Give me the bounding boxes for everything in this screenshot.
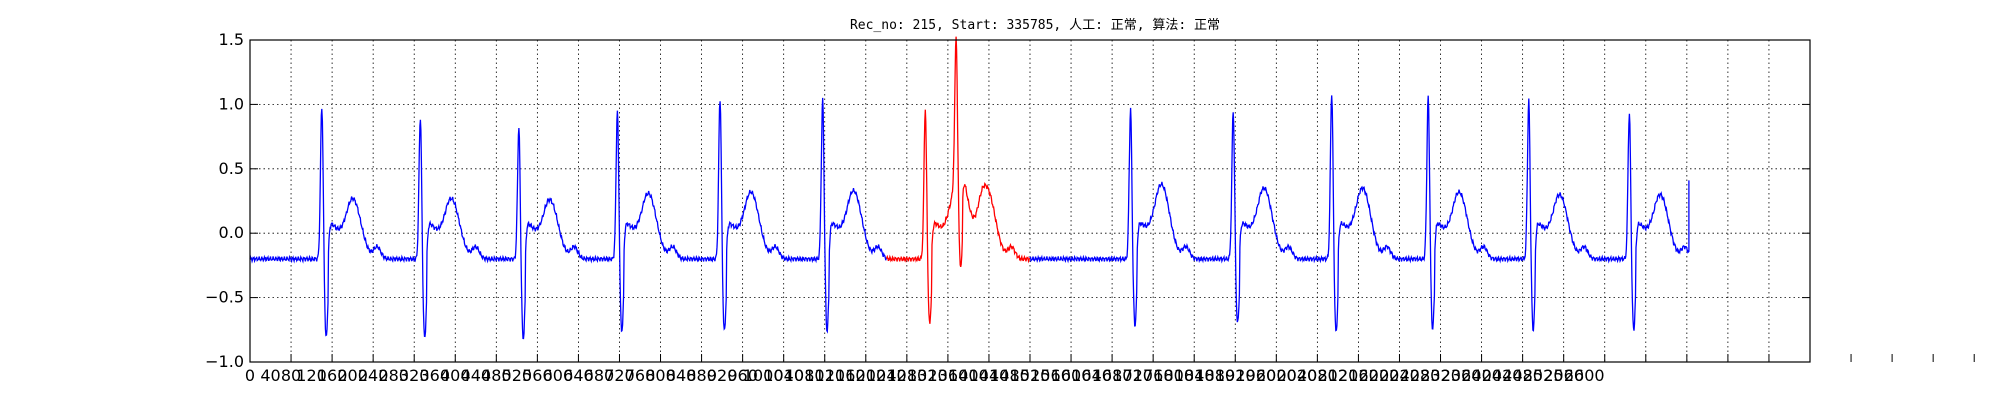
x-tick-label: 1360 <box>928 366 969 385</box>
x-axis-ticks: 0 40 8012016020024028032036040044048052056… <box>245 354 1975 385</box>
x-tick-label: 2120 <box>1318 366 1359 385</box>
x-tick-label: 1720 <box>1112 366 1153 385</box>
x-tick-label: 1960 <box>1235 366 1276 385</box>
x-tick-label: 240 <box>358 366 389 385</box>
x-tick-label: 1520 <box>1010 366 1051 385</box>
x-tick-label: 2200 <box>1359 366 1400 385</box>
x-tick-label: 360 <box>419 366 450 385</box>
x-tick-label: 680 <box>584 366 615 385</box>
x-tick-label: 200 <box>337 366 368 385</box>
x-tick-label: 2240 <box>1379 366 1420 385</box>
x-tick-label: 1600 <box>1051 366 1092 385</box>
y-tick-label: 1.0 <box>219 94 244 113</box>
x-tick-label: 920 <box>707 366 738 385</box>
x-tick-label: 760 <box>625 366 656 385</box>
x-tick-label: 0 <box>245 366 255 385</box>
x-tick-label: 1080 <box>784 366 825 385</box>
x-tick-label: 1760 <box>1133 366 1174 385</box>
x-tick-label: 2600 <box>1564 366 1605 385</box>
x-tick-label: 2080 <box>1297 366 1338 385</box>
x-tick-label: 1200 <box>845 366 886 385</box>
x-tick-label: 1160 <box>825 366 866 385</box>
x-tick-label: 1040 <box>763 366 804 385</box>
x-tick-label: 1280 <box>886 366 927 385</box>
x-tick-label: 400 <box>440 366 471 385</box>
y-tick-label: −1.0 <box>205 352 244 371</box>
x-tick-label: 1240 <box>866 366 907 385</box>
y-tick-label: 0.5 <box>219 159 244 178</box>
x-tick-label: 1680 <box>1092 366 1133 385</box>
ecg-trace-blue-1 <box>249 97 887 340</box>
x-tick-label: 1840 <box>1174 366 1215 385</box>
x-tick-label: 2440 <box>1482 366 1523 385</box>
grid-lines <box>249 39 1811 363</box>
x-tick-label: 2520 <box>1523 366 1564 385</box>
x-tick-label: 440 <box>461 366 492 385</box>
x-tick-label: 120 <box>296 366 327 385</box>
x-tick-label: 640 <box>563 366 594 385</box>
y-tick-label: −0.5 <box>205 288 244 307</box>
x-tick-label: 2360 <box>1441 366 1482 385</box>
x-tick-label: 2160 <box>1338 366 1379 385</box>
y-tick-label: 1.5 <box>219 30 244 49</box>
x-tick-label: 2320 <box>1420 366 1461 385</box>
chart-title: Rec_no: 215, Start: 335785, 人工: 正常, 算法: … <box>850 18 1220 33</box>
x-tick-label: 1640 <box>1071 366 1112 385</box>
x-tick-label: 1320 <box>907 366 948 385</box>
x-tick-label: 840 <box>666 366 697 385</box>
x-tick-label: 320 <box>399 366 430 385</box>
x-tick-label: 2040 <box>1276 366 1317 385</box>
x-tick-label: 520 <box>502 366 533 385</box>
x-tick-label: 720 <box>604 366 635 385</box>
x-tick-label: 960 <box>727 366 758 385</box>
plot-frame <box>249 39 1811 363</box>
x-tick-label: 480 <box>481 366 512 385</box>
x-tick-label: 1880 <box>1194 366 1235 385</box>
x-tick-label: 560 <box>522 366 553 385</box>
x-tick-label: 1440 <box>969 366 1010 385</box>
y-tick-label: 0.0 <box>219 223 244 242</box>
x-tick-label: 600 <box>543 366 574 385</box>
x-tick-label: 40 <box>260 366 280 385</box>
ecg-trace-blue-2 <box>1029 95 1690 332</box>
x-tick-label: 160 <box>317 366 348 385</box>
x-tick-label: 1120 <box>804 366 845 385</box>
x-tick-label: 2280 <box>1400 366 1441 385</box>
y-axis-ticks: 1.5 1.0 0.5 0.0 −0.5 −1.0 <box>205 30 1810 371</box>
x-tick-label: 2000 <box>1256 366 1297 385</box>
ecg-trace-red <box>885 36 1031 324</box>
x-tick-label: 2560 <box>1543 366 1584 385</box>
x-tick-label: 880 <box>686 366 717 385</box>
x-tick-label: 1560 <box>1030 366 1071 385</box>
x-tick-label: 1000 <box>743 366 784 385</box>
x-tick-label: 1800 <box>1153 366 1194 385</box>
ecg-traces <box>249 36 1690 340</box>
x-tick-label: 800 <box>645 366 676 385</box>
x-tick-label: 280 <box>378 366 409 385</box>
x-tick-label: 1480 <box>989 366 1030 385</box>
x-tick-label: 1920 <box>1215 366 1256 385</box>
x-tick-label: 1400 <box>948 366 989 385</box>
x-tick-label: 2480 <box>1502 366 1543 385</box>
x-tick-label: 2400 <box>1461 366 1502 385</box>
x-tick-label: 80 <box>281 366 301 385</box>
